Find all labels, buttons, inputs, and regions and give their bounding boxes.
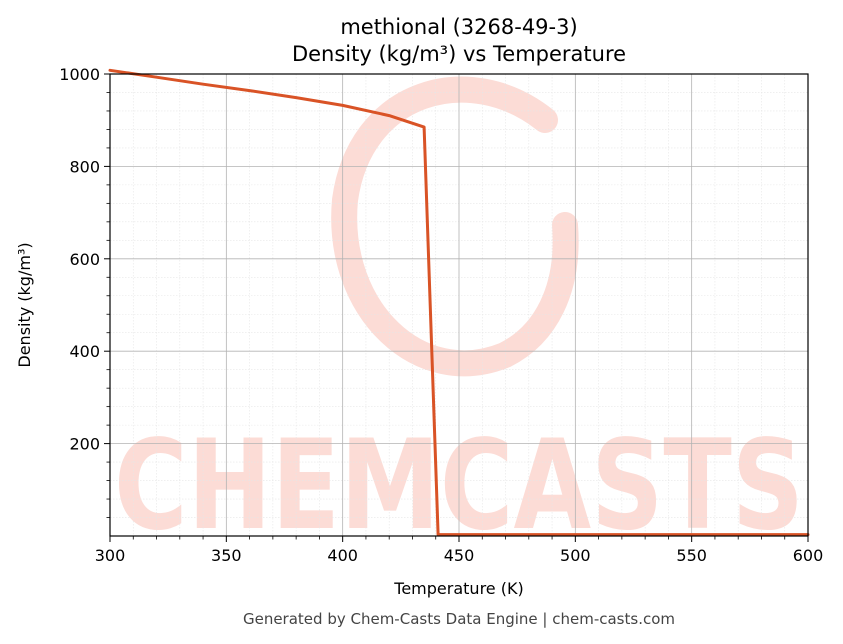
series-line xyxy=(108,68,810,537)
y-tick-labels: 200 400 600 800 1000 xyxy=(59,65,100,454)
x-tick-label: 600 xyxy=(793,546,824,565)
y-tick-label: 600 xyxy=(69,250,100,269)
x-tick-label: 550 xyxy=(676,546,707,565)
y-tick-label: 400 xyxy=(69,342,100,361)
grid xyxy=(109,73,809,536)
x-tick-label: 400 xyxy=(327,546,358,565)
ticks xyxy=(104,73,809,542)
x-tick-labels: 300 350 400 450 500 550 600 xyxy=(95,546,824,565)
y-axis-label: Density (kg/m³) xyxy=(15,242,34,367)
y-tick-label: 1000 xyxy=(59,65,100,84)
watermark-logo-arc xyxy=(331,76,579,377)
chart-title: methional (3268-49-3) xyxy=(340,15,577,39)
y-tick-label: 800 xyxy=(69,157,100,176)
footer-credit: Generated by Chem-Casts Data Engine | ch… xyxy=(243,610,675,628)
y-tick-label: 200 xyxy=(69,435,100,454)
x-tick-label: 500 xyxy=(560,546,591,565)
series-layer xyxy=(108,68,810,537)
chart-subtitle: Density (kg/m³) vs Temperature xyxy=(292,42,626,66)
x-axis-label: Temperature (K) xyxy=(393,579,523,598)
x-tick-label: 300 xyxy=(95,546,126,565)
x-tick-label: 450 xyxy=(444,546,475,565)
x-tick-label: 350 xyxy=(211,546,242,565)
